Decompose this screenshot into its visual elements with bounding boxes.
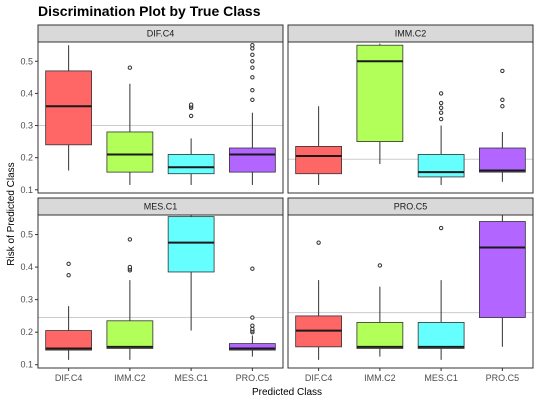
outlier-point <box>250 65 255 70</box>
x-axis-title: Predicted Class <box>252 387 322 398</box>
outlier-point <box>438 110 444 115</box>
outlier-point <box>66 273 71 278</box>
y-tick-label: 0.2 <box>20 153 33 163</box>
panel-mes-c1: MES.C1 0.1 0.2 0.3 0.4 0.5 <box>20 197 284 370</box>
panel-dif-c4: DIF.C4 0.1 0.2 0.3 0.4 0.5 <box>20 24 284 195</box>
box-pro-c5-dif-c4 <box>295 240 342 360</box>
outlier-point <box>438 91 444 96</box>
x-tick-label-mes-c1: MES.C1 <box>174 373 208 383</box>
strip-label-dif-c4: DIF.C4 <box>147 29 175 39</box>
outlier-point <box>500 68 505 74</box>
x-tick-label-pro-c5: PRO.C5 <box>486 373 520 383</box>
outlier-point <box>250 87 255 93</box>
outlier-point <box>250 266 255 271</box>
box-dif-c4-pro-c5 <box>229 43 276 185</box>
y-tick-label: 0.2 <box>20 327 33 337</box>
iqr-box <box>167 216 215 273</box>
panel-border-imm-c2 <box>287 41 534 194</box>
box-dif-c4-dif-c4 <box>45 45 92 171</box>
box-mes-c1-mes-c1 <box>167 215 215 331</box>
x-tick-label-dif-c4: DIF.C4 <box>305 373 333 383</box>
strip-label-pro-c5: PRO.C5 <box>394 202 428 212</box>
iqr-box <box>479 221 526 318</box>
outlier-point <box>127 65 133 70</box>
panel-pro-c5: PRO.C5 <box>287 197 534 369</box>
outlier-point <box>250 59 255 64</box>
outlier-point <box>188 102 194 107</box>
iqr-box <box>356 322 404 349</box>
outlier-point <box>377 263 383 268</box>
x-tick-label-dif-c4: DIF.C4 <box>55 373 83 383</box>
panel-imm-c2: IMM.C2 <box>287 24 534 194</box>
box-mes-c1-pro-c5 <box>229 266 276 357</box>
outlier-point <box>438 105 444 111</box>
iqr-box <box>229 343 276 351</box>
x-tick-label-imm-c2: IMM.C2 <box>114 373 146 383</box>
outlier-point <box>250 75 255 80</box>
y-tick-label: 0.3 <box>20 295 33 305</box>
box-mes-c1-imm-c2 <box>106 237 154 360</box>
y-tick-label: 0.4 <box>20 262 33 272</box>
box-imm-c2-pro-c5 <box>479 68 526 182</box>
panel-border-pro-c5 <box>287 214 534 369</box>
iqr-box <box>106 131 154 173</box>
outlier-point <box>127 264 133 270</box>
panel-border-mes-c1 <box>37 214 284 369</box>
outlier-point <box>438 100 444 106</box>
outlier-point <box>250 43 255 48</box>
y-tick-label: 0.1 <box>20 360 33 370</box>
x-tick-label-pro-c5: PRO.C5 <box>236 373 270 383</box>
outlier-point <box>250 323 255 328</box>
panel-border-dif-c4 <box>37 41 284 194</box>
box-pro-c5-mes-c1 <box>417 225 465 360</box>
outlier-point <box>438 116 444 122</box>
iqr-box <box>45 330 92 351</box>
chart-title: Discrimination Plot by True Class <box>38 3 261 19</box>
iqr-box <box>106 320 154 349</box>
y-axis-title: Risk of Predicted Class <box>6 162 17 265</box>
iqr-box <box>417 322 465 349</box>
outlier-point <box>66 261 71 267</box>
y-tick-label: 0.5 <box>20 230 33 240</box>
outlier-point <box>438 225 444 231</box>
iqr-box <box>417 154 465 178</box>
outlier-point <box>188 113 194 119</box>
strip-label-mes-c1: MES.C1 <box>144 202 178 212</box>
outlier-point <box>250 97 255 103</box>
box-imm-c2-dif-c4 <box>295 106 342 185</box>
strip-label-imm-c2: IMM.C2 <box>395 29 427 39</box>
outlier-point <box>127 237 133 242</box>
y-tick-label: 0.3 <box>20 121 33 131</box>
iqr-box <box>45 70 92 146</box>
iqr-box <box>356 44 404 142</box>
x-axis: DIF.C4 IMM.C2 MES.C1 PRO.C5 DIF.C4 IMM.C2 MES.… <box>55 368 519 383</box>
facet-panels: DIF.C4 0.1 0.2 0.3 0.4 0.5 IMM.C2 MES.C1 0.1 0.2 0… <box>20 24 534 370</box>
outlier-point <box>500 104 505 109</box>
iqr-box <box>295 146 342 175</box>
iqr-box <box>167 154 215 175</box>
box-mes-c1-dif-c4 <box>45 261 92 360</box>
box-imm-c2-mes-c1 <box>417 91 465 185</box>
box-pro-c5-imm-c2 <box>356 263 404 357</box>
y-tick-label: 0.5 <box>20 56 33 66</box>
box-dif-c4-imm-c2 <box>106 65 154 185</box>
outlier-point <box>316 240 321 245</box>
x-tick-label-imm-c2: IMM.C2 <box>364 373 396 383</box>
box-dif-c4-mes-c1 <box>167 102 215 185</box>
iqr-box <box>229 147 276 173</box>
y-tick-label: 0.4 <box>20 88 33 98</box>
y-tick-label: 0.1 <box>20 185 33 195</box>
outlier-point <box>250 315 255 320</box>
box-imm-c2-imm-c2 <box>356 43 404 165</box>
outlier-point <box>500 97 505 103</box>
x-tick-label-mes-c1: MES.C1 <box>424 373 458 383</box>
iqr-box <box>479 147 526 173</box>
box-pro-c5-pro-c5 <box>479 215 526 347</box>
outlier-point <box>250 52 255 58</box>
